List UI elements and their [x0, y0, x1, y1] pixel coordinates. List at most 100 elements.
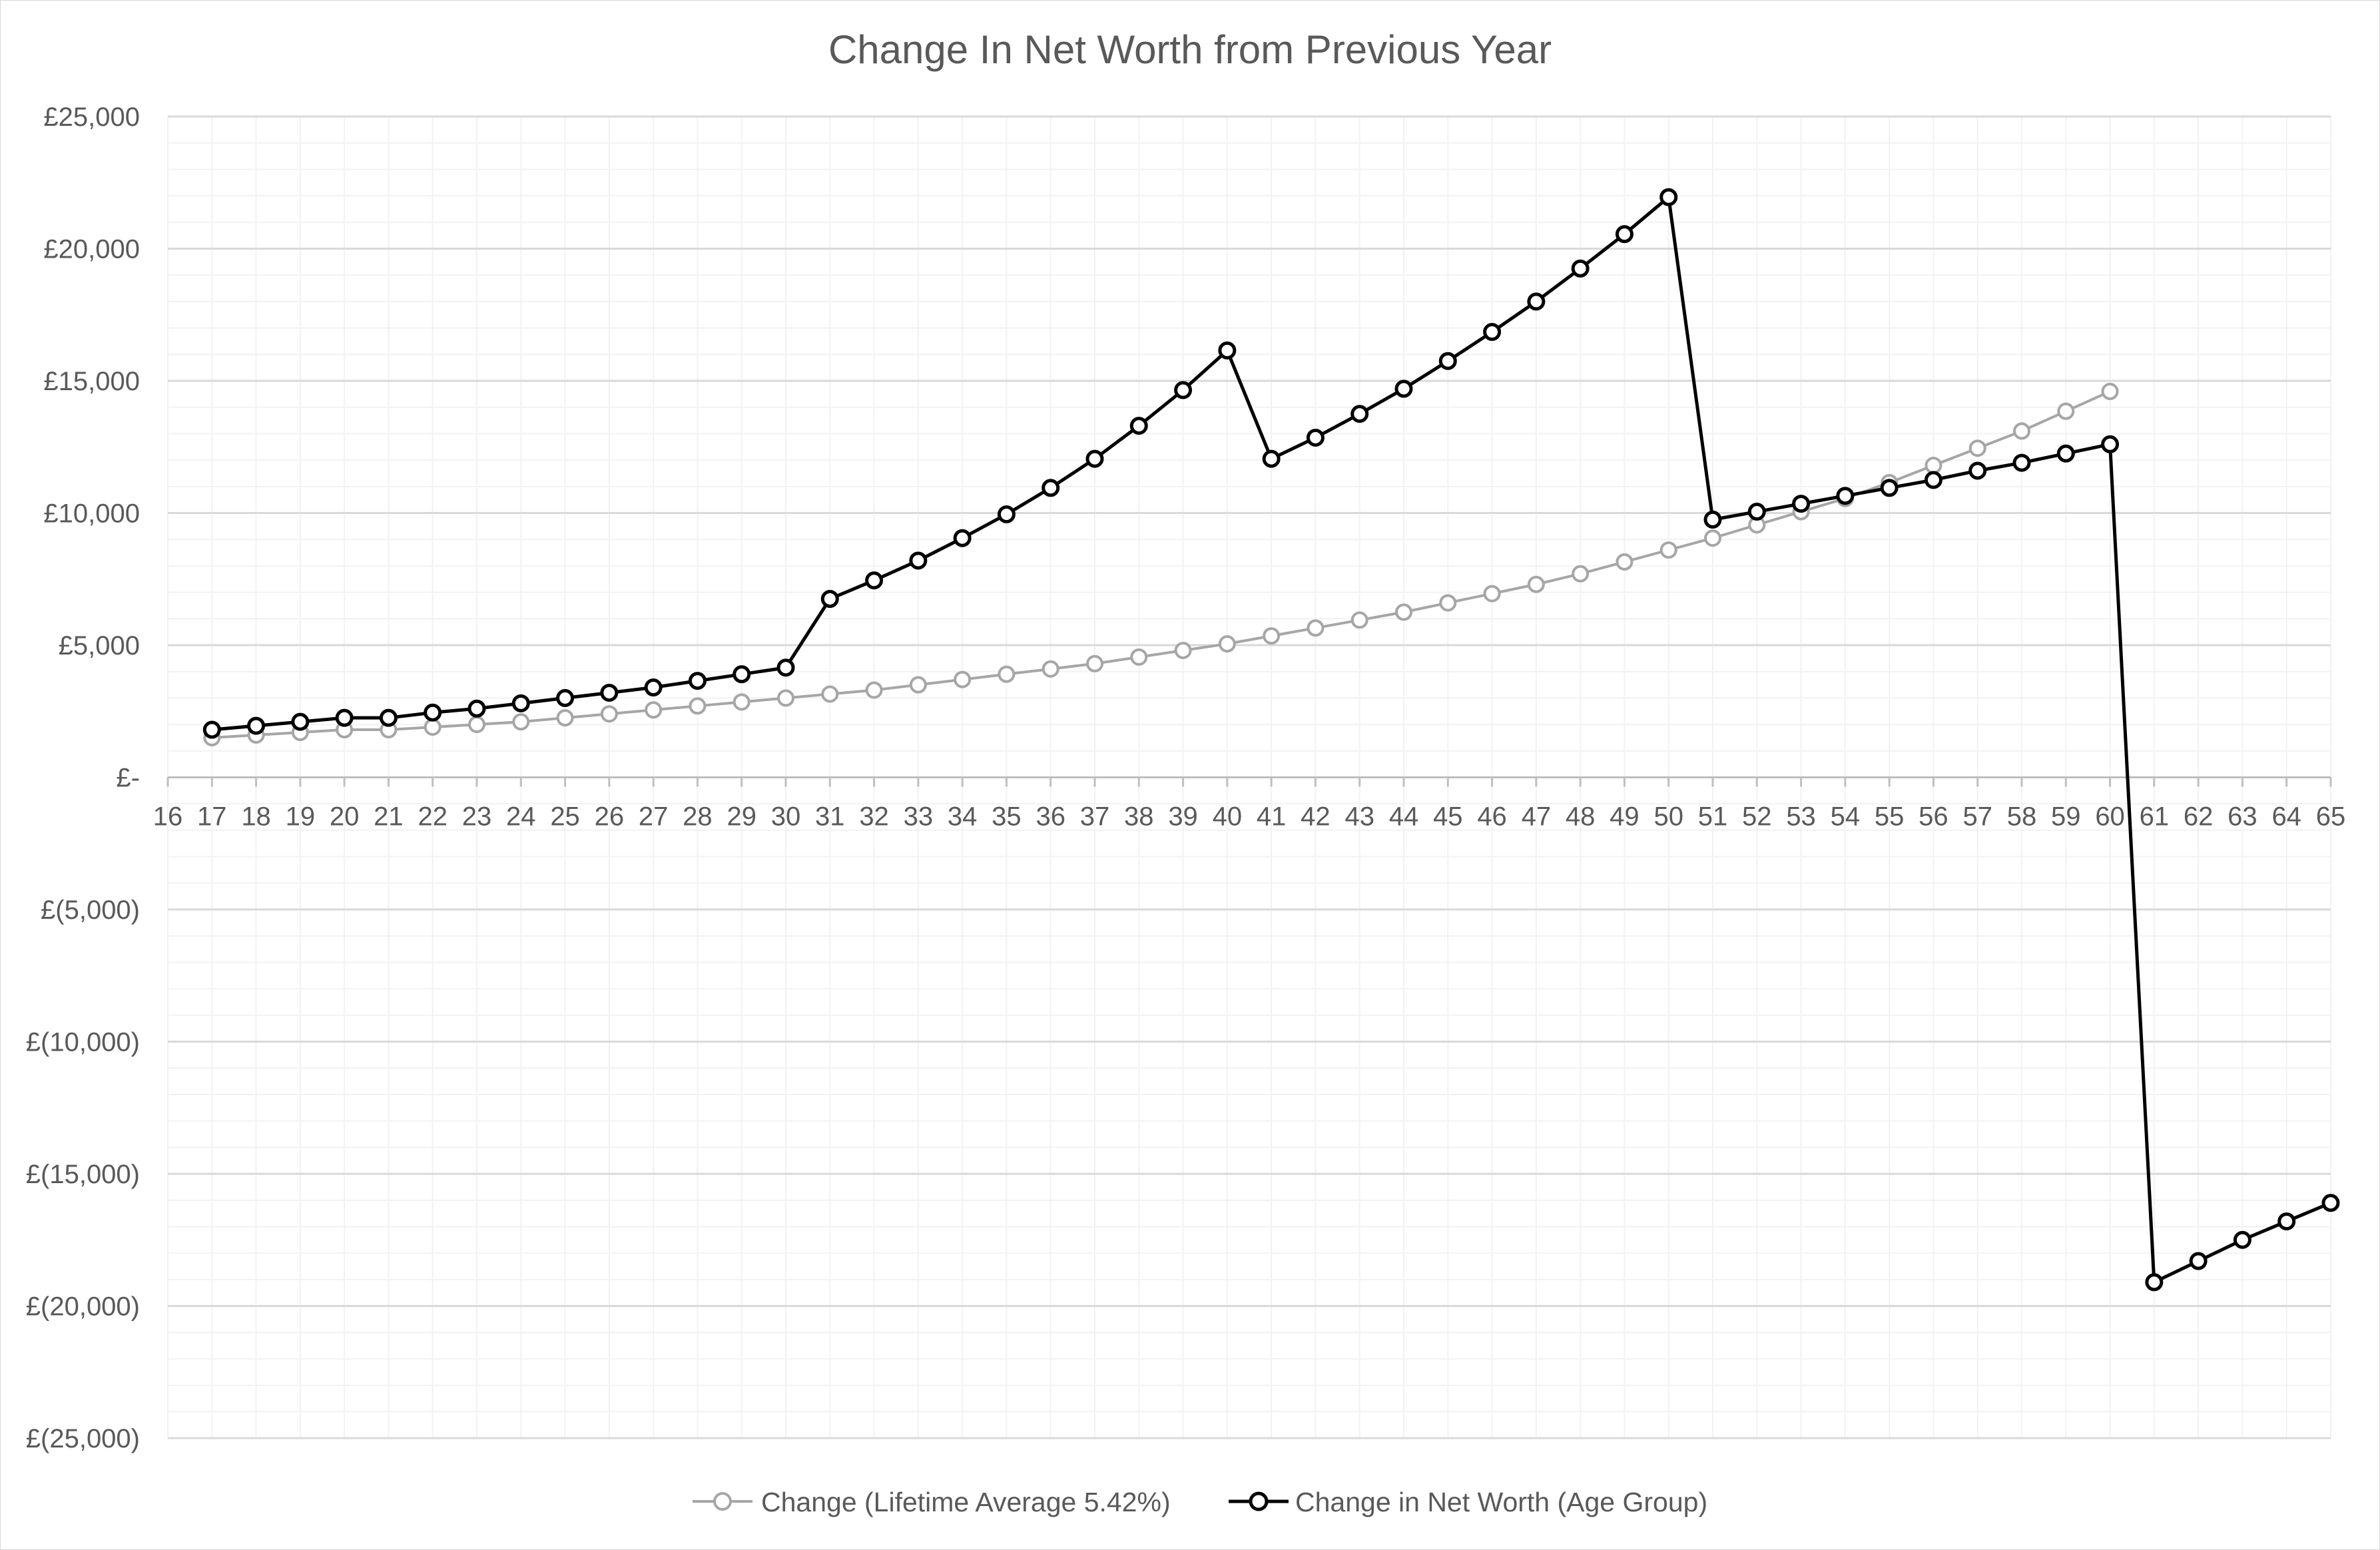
- data-point: [1880, 479, 1899, 497]
- x-tick-label: 53: [1786, 802, 1816, 832]
- data-point: [821, 685, 839, 703]
- data-point: [909, 551, 928, 570]
- x-tick-label: 47: [1522, 802, 1552, 832]
- x-tick-label: 62: [2184, 802, 2214, 832]
- data-point: [2012, 453, 2031, 472]
- x-tick-label: 42: [1301, 802, 1331, 832]
- x-tick-label: 61: [2140, 802, 2170, 832]
- x-tick-label: 18: [241, 802, 271, 832]
- data-point: [2189, 1252, 2208, 1270]
- data-point: [468, 716, 485, 734]
- data-point: [1703, 510, 1722, 529]
- data-point: [2145, 1273, 2164, 1292]
- series-age-group: [202, 188, 2340, 1292]
- data-point: [820, 590, 839, 609]
- data-point: [202, 720, 221, 739]
- data-point: [1925, 457, 1942, 475]
- legend-marker: [713, 1492, 732, 1511]
- x-tick-label: 45: [1433, 802, 1463, 832]
- x-tick-label: 21: [374, 802, 404, 832]
- data-point: [1130, 648, 1148, 666]
- x-tick-label: 38: [1124, 802, 1154, 832]
- x-tick-label: 28: [683, 802, 713, 832]
- data-point: [600, 705, 618, 723]
- data-point: [1307, 619, 1325, 637]
- data-point: [1968, 439, 1986, 457]
- legend: Change (Lifetime Average 5.42%) Change in…: [693, 1487, 1707, 1517]
- data-point: [1615, 225, 1634, 244]
- data-point: [556, 709, 574, 727]
- legend-label: Change (Lifetime Average 5.42%): [761, 1487, 1171, 1517]
- data-point: [1527, 292, 1546, 311]
- x-tick-label: 24: [506, 802, 536, 832]
- x-tick-label: 44: [1389, 802, 1419, 832]
- data-point: [379, 708, 398, 727]
- y-tick-label: £-: [116, 764, 140, 793]
- data-point: [645, 701, 663, 719]
- data-point: [1129, 416, 1148, 435]
- x-axis: 16 17 18 19 20 21 22 23 24 25 26 27 28 29 30 31 32 33 34 35…: [153, 776, 2346, 832]
- y-tick-label: £(20,000): [26, 1292, 140, 1322]
- data-point: [644, 678, 663, 697]
- data-point: [1263, 627, 1281, 645]
- data-point: [909, 676, 927, 694]
- data-point: [335, 708, 354, 727]
- x-tick-label: 65: [2316, 802, 2346, 832]
- x-tick-label: 26: [595, 802, 625, 832]
- legend-item: Change (Lifetime Average 5.42%): [693, 1487, 1171, 1517]
- data-point: [1483, 585, 1501, 603]
- data-point: [1704, 529, 1721, 547]
- x-tick-label: 60: [2095, 802, 2125, 832]
- x-tick-label: 48: [1566, 802, 1596, 832]
- data-point: [291, 712, 310, 731]
- x-tick-label: 30: [771, 802, 801, 832]
- data-point: [1041, 660, 1059, 678]
- x-tick-label: 35: [992, 802, 1022, 832]
- data-point: [247, 716, 266, 735]
- x-tick-label: 59: [2051, 802, 2081, 832]
- data-point: [1527, 575, 1545, 593]
- legend-marker: [1249, 1491, 1269, 1511]
- x-tick-label: 31: [815, 802, 845, 832]
- data-point: [1174, 641, 1192, 659]
- x-tick-label: 46: [1477, 802, 1507, 832]
- x-tick-label: 34: [948, 802, 978, 832]
- x-tick-label: 43: [1344, 802, 1374, 832]
- data-point: [2057, 402, 2075, 420]
- x-tick-label: 49: [1610, 802, 1639, 832]
- data-point: [512, 713, 530, 731]
- x-tick-label: 40: [1213, 802, 1243, 832]
- x-tick-label: 19: [286, 802, 316, 832]
- x-tick-label: 58: [2007, 802, 2037, 832]
- data-point: [424, 718, 442, 736]
- x-tick-label: 37: [1080, 802, 1110, 832]
- data-point: [2233, 1230, 2251, 1249]
- legend-item: Change in Net Worth (Age Group): [1229, 1487, 1707, 1517]
- data-point: [953, 529, 972, 547]
- x-tick-label: 16: [153, 802, 183, 832]
- x-tick-label: 27: [639, 802, 669, 832]
- data-point: [511, 694, 530, 712]
- x-tick-label: 41: [1257, 802, 1287, 832]
- major-gridlines: [168, 115, 2331, 1439]
- legend-label: Change in Net Worth (Age Group): [1295, 1487, 1707, 1517]
- data-point: [1262, 449, 1281, 468]
- series-layer: [202, 188, 2340, 1292]
- data-point: [1571, 259, 1590, 278]
- y-tick-label: £(10,000): [26, 1028, 140, 1057]
- data-point: [776, 658, 795, 677]
- x-tick-label: 29: [727, 802, 756, 832]
- y-tick-label: £(15,000): [26, 1160, 140, 1189]
- x-tick-label: 23: [462, 802, 492, 832]
- data-point: [1616, 553, 1634, 571]
- data-point: [1483, 323, 1502, 342]
- y-tick-label: £(25,000): [26, 1424, 140, 1453]
- data-point: [556, 688, 575, 707]
- data-point: [600, 683, 619, 702]
- data-point: [2101, 382, 2119, 400]
- data-point: [1747, 503, 1766, 521]
- data-point: [733, 693, 750, 711]
- data-point: [689, 697, 707, 715]
